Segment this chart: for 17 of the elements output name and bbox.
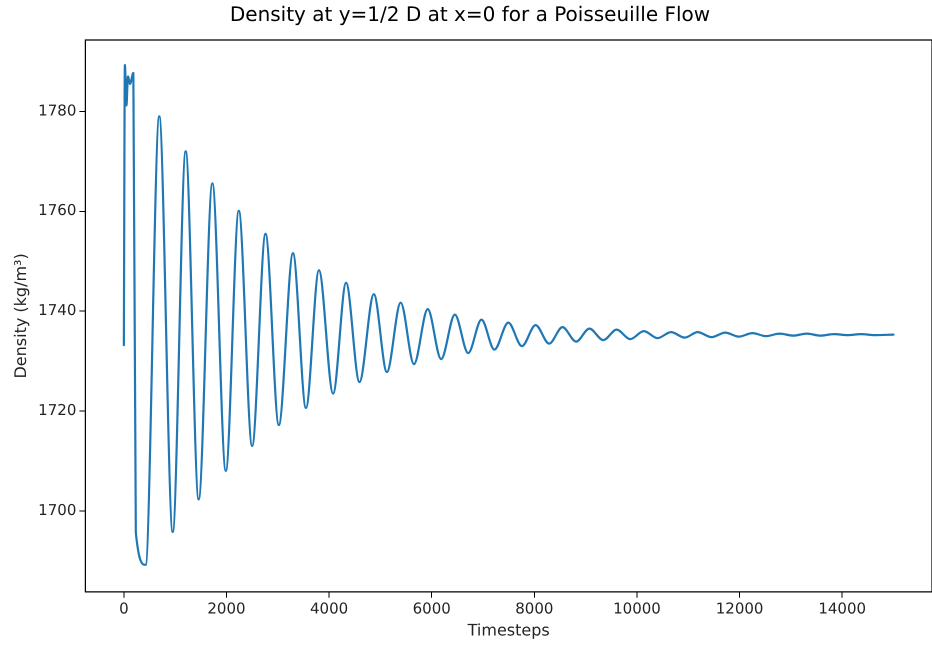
y-tick-label: 1780 xyxy=(38,101,76,120)
x-tick-label: 10000 xyxy=(613,600,661,618)
x-tick-label: 2000 xyxy=(207,600,246,618)
y-tick-label: 1700 xyxy=(38,500,76,519)
x-axis-title: Timesteps xyxy=(466,620,550,640)
x-tick-label: 6000 xyxy=(412,600,451,618)
x-tick-label: 14000 xyxy=(818,600,866,618)
x-tick-label: 8000 xyxy=(515,600,554,618)
y-tick-label: 1740 xyxy=(38,301,76,320)
x-tick-label: 12000 xyxy=(716,600,764,618)
y-tick-label: 1720 xyxy=(38,400,76,419)
x-tick-label: 0 xyxy=(119,600,129,618)
line-series xyxy=(122,64,895,566)
chart-title: Density at y=1/2 D at x=0 for a Poisseuille Flow xyxy=(230,2,710,26)
y-tick-label: 1760 xyxy=(38,201,76,220)
x-tick-label: 4000 xyxy=(310,600,348,618)
y-axis-title: Density (kg/m³) xyxy=(10,253,30,379)
